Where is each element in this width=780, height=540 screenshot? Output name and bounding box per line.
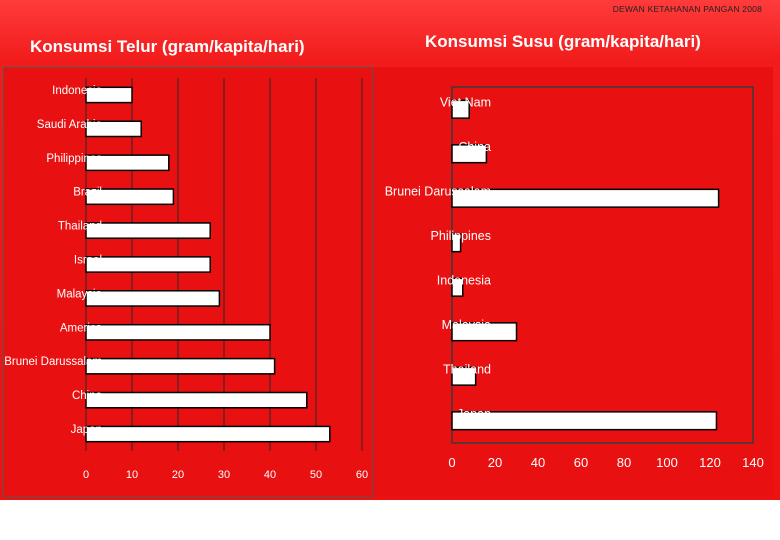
bar	[85, 188, 175, 206]
bar	[85, 425, 331, 443]
bar	[451, 99, 470, 119]
x-tick-label: 20	[488, 455, 502, 470]
x-tick-label: 20	[172, 469, 184, 481]
milk-consumption-chart: Viet Nam China Brunei Darussalam Philippine…	[385, 86, 764, 470]
x-tick-label: 40	[531, 455, 545, 470]
bar	[85, 391, 308, 409]
x-tick-label: 40	[264, 469, 276, 481]
x-tick-label: 60	[356, 469, 368, 481]
category-label: Japan	[71, 424, 102, 436]
milk-chart-title: Konsumsi Susu (gram/kapita/hari)	[425, 32, 701, 51]
x-tick-label: 30	[218, 469, 230, 481]
bar	[85, 256, 211, 273]
category-label: Israel	[74, 255, 102, 267]
category-label: Indonesia	[437, 273, 491, 287]
plot-frame	[451, 86, 754, 444]
category-label: Brunei Darussalam	[385, 184, 491, 198]
bar	[451, 233, 462, 253]
category-label: China	[72, 390, 103, 402]
category-label: Malaysia	[57, 288, 103, 300]
category-label: America	[60, 322, 103, 334]
x-tick-label: 0	[448, 455, 455, 470]
category-label: Malaysia	[442, 318, 491, 332]
bar	[85, 290, 221, 307]
bar	[451, 188, 720, 208]
category-label: Philippines	[431, 229, 491, 243]
category-label: Indonesia	[52, 85, 102, 97]
bar	[451, 366, 477, 386]
x-tick-label: 0	[83, 469, 89, 481]
bar	[451, 277, 464, 297]
x-tick-label: 140	[742, 455, 764, 470]
bar	[85, 154, 170, 172]
x-tick-label: 80	[617, 455, 631, 470]
bar	[451, 144, 488, 164]
category-label: Brazil	[73, 187, 102, 199]
x-tick-label: 60	[574, 455, 588, 470]
bar	[85, 222, 211, 239]
bar	[451, 322, 518, 342]
source-credit: DEWAN KETAHANAN PANGAN 2008	[612, 4, 762, 14]
bar	[85, 120, 142, 138]
egg-consumption-chart: Indonesia Saudi Arabia Philippines Brazil Th…	[4, 78, 368, 481]
bar	[85, 323, 271, 341]
category-label: Thailand	[58, 221, 102, 233]
egg-chart-title: Konsumsi Telur (gram/kapita/hari)	[30, 37, 305, 56]
category-label: Viet Nam	[440, 95, 491, 109]
bar	[85, 357, 276, 375]
category-label: China	[458, 140, 491, 154]
x-tick-label: 120	[699, 455, 721, 470]
slide-background: DEWAN KETAHANAN PANGAN 2008 Konsumsi Tel…	[0, 0, 780, 500]
bar	[85, 86, 133, 104]
x-tick-label: 10	[126, 469, 138, 481]
bar	[451, 411, 718, 431]
category-label: Japan	[457, 407, 491, 421]
category-label: Brunei Darussalam	[4, 356, 102, 368]
category-label: Thailand	[443, 362, 491, 376]
milk-chart-panel: Viet Nam China Brunei Darussalam Philippine…	[373, 67, 773, 497]
x-tick-label: 50	[310, 469, 322, 481]
category-label: Saudi Arabia	[37, 119, 103, 131]
egg-chart-panel: Indonesia Saudi Arabia Philippines Brazil Th…	[3, 67, 373, 497]
category-label: Philippines	[46, 153, 102, 165]
x-tick-label: 100	[656, 455, 678, 470]
